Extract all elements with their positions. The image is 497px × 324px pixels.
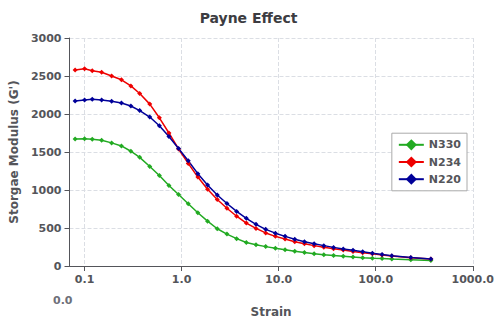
svg-text:10.0: 10.0 (265, 273, 292, 286)
svg-text:3000: 3000 (31, 32, 62, 45)
svg-text:N234: N234 (429, 156, 462, 169)
svg-text:N330: N330 (429, 138, 462, 151)
svg-text:2500: 2500 (31, 70, 62, 83)
svg-text:N220: N220 (429, 173, 462, 186)
svg-text:500: 500 (39, 222, 62, 235)
svg-text:2000: 2000 (31, 108, 62, 121)
svg-text:0: 0 (54, 260, 62, 273)
svg-text:1000: 1000 (31, 184, 62, 197)
svg-text:0.1: 0.1 (75, 273, 95, 286)
svg-text:0.0: 0.0 (53, 294, 73, 307)
svg-text:Payne Effect: Payne Effect (200, 10, 298, 26)
svg-text:1.0: 1.0 (172, 273, 192, 286)
svg-text:100.0: 100.0 (358, 273, 393, 286)
svg-text:1000.0: 1000.0 (452, 273, 495, 286)
svg-text:1500: 1500 (31, 146, 62, 159)
svg-text:Storgae Modulus (G'): Storgae Modulus (G') (7, 80, 21, 223)
svg-text:Strain: Strain (251, 305, 292, 319)
